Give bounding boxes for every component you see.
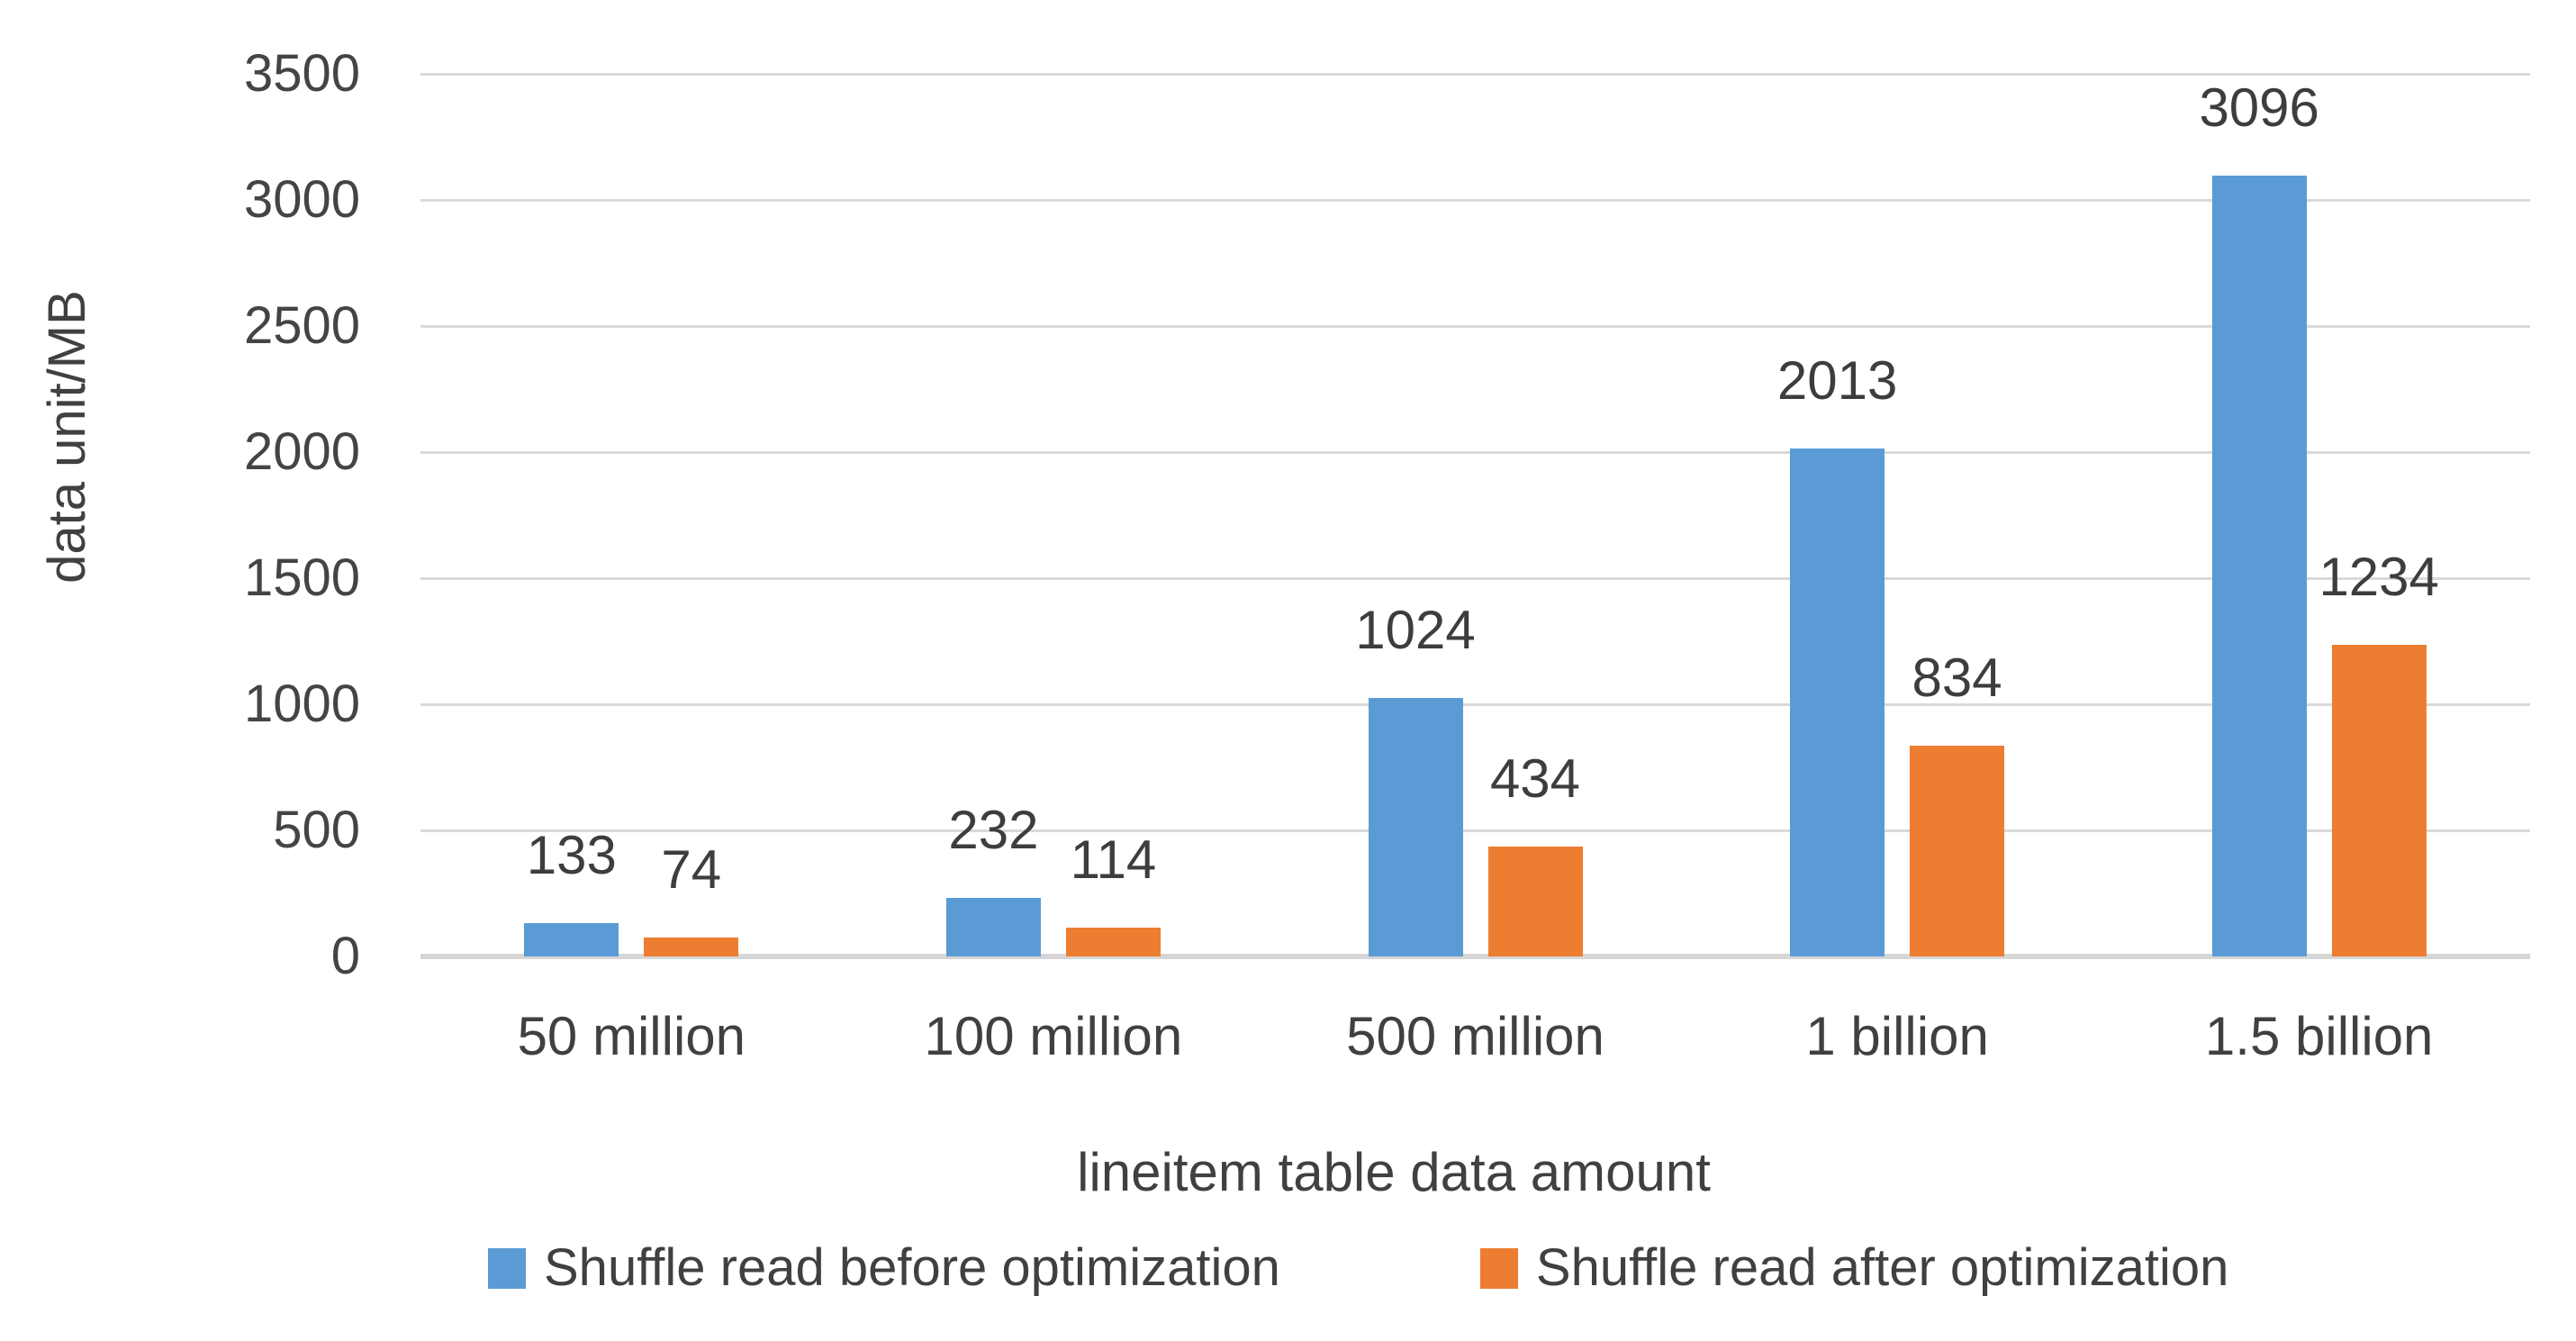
legend-item-after: Shuffle read after optimization bbox=[1479, 1238, 2229, 1297]
y-tick-label: 2500 bbox=[243, 296, 360, 355]
legend-swatch-before-icon bbox=[488, 1247, 526, 1289]
data-label: 3096 bbox=[2199, 77, 2319, 139]
bar-before-50-million bbox=[524, 922, 619, 956]
data-label: 133 bbox=[526, 824, 617, 885]
legend-item-before: Shuffle read before optimization bbox=[488, 1241, 1280, 1295]
y-tick-label: 3500 bbox=[243, 44, 360, 103]
bar-after-100-million bbox=[1065, 928, 1161, 956]
y-tick-label: 3000 bbox=[243, 170, 360, 229]
bar-before-500-million bbox=[1368, 698, 1463, 956]
y-tick-label: 1000 bbox=[243, 675, 360, 733]
category-label: 50 million bbox=[517, 1006, 746, 1066]
category-label: 1.5 billion bbox=[2204, 1006, 2434, 1066]
y-tick-label: 500 bbox=[273, 801, 360, 859]
gridline bbox=[420, 829, 2530, 832]
data-label: 1234 bbox=[2318, 547, 2439, 608]
gridline bbox=[420, 450, 2530, 454]
category-label: 1 billion bbox=[1805, 1006, 1989, 1066]
y-tick-label: 2000 bbox=[243, 422, 360, 481]
data-label: 1024 bbox=[1355, 600, 1476, 661]
x-axis-line bbox=[420, 954, 2530, 959]
x-axis-title: lineitem table data amount bbox=[1077, 1142, 1711, 1202]
data-label: 834 bbox=[1912, 648, 2002, 709]
gridline bbox=[420, 324, 2530, 328]
bar-before-1.5-billion bbox=[2211, 176, 2307, 956]
data-label: 434 bbox=[1489, 748, 1581, 810]
data-label: 114 bbox=[1070, 829, 1157, 891]
gridline bbox=[420, 576, 2530, 580]
bar-before-1-billion bbox=[1790, 449, 1885, 956]
category-label: 100 million bbox=[924, 1006, 1183, 1066]
bar-after-1-billion bbox=[1910, 746, 2005, 956]
data-label: 2013 bbox=[1776, 350, 1898, 412]
legend-label-after: Shuffle read after optimization bbox=[1535, 1238, 2229, 1297]
bar-before-100-million bbox=[945, 898, 1041, 956]
legend: Shuffle read before optimization Shuffle… bbox=[488, 1241, 2228, 1295]
data-label: 74 bbox=[661, 839, 722, 901]
bar-after-500-million bbox=[1487, 847, 1583, 956]
data-label: 232 bbox=[948, 800, 1039, 861]
legend-label-before: Shuffle read before optimization bbox=[544, 1238, 1280, 1297]
gridline bbox=[420, 198, 2530, 202]
category-label: 500 million bbox=[1346, 1006, 1604, 1066]
legend-swatch-after-icon bbox=[1479, 1247, 1518, 1289]
gridline bbox=[420, 702, 2530, 706]
bar-after-50-million bbox=[644, 938, 739, 956]
y-tick-label: 0 bbox=[330, 927, 360, 985]
y-tick-label: 1500 bbox=[243, 548, 360, 607]
gridline bbox=[420, 72, 2530, 76]
bar-after-1.5-billion bbox=[2331, 645, 2427, 956]
